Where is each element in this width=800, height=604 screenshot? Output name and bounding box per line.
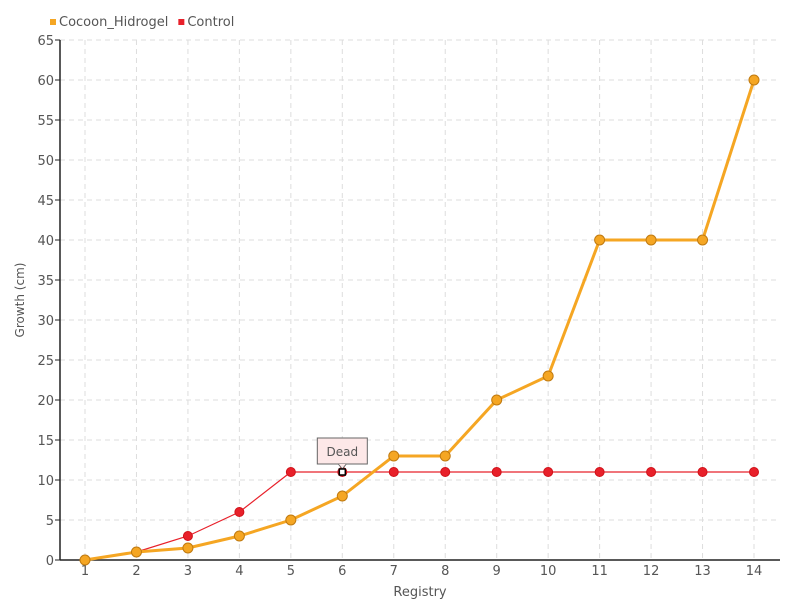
data-point-cocoon_hidrogel [336, 490, 348, 502]
data-point-control [543, 467, 554, 477]
grid [60, 39, 780, 560]
data-point-cocoon_hidrogel [233, 530, 245, 542]
legend: Cocoon_Hidrogel Control [50, 15, 234, 30]
x-tick-label: 1 [81, 564, 89, 579]
y-tick-label: 0 [46, 554, 54, 569]
y-tick-label: 40 [37, 234, 54, 249]
annotation-marker [338, 468, 347, 476]
series-layer [79, 74, 760, 566]
x-tick-label: 8 [441, 564, 449, 579]
data-point-cocoon_hidrogel [594, 234, 606, 246]
data-point-cocoon_hidrogel [439, 450, 451, 462]
x-tick-label: 6 [338, 564, 346, 579]
data-point-control [285, 467, 296, 477]
data-point-cocoon_hidrogel [645, 234, 657, 246]
data-point-control [491, 467, 502, 477]
x-tick-label: 2 [132, 564, 140, 579]
x-tick-label: 14 [746, 564, 763, 579]
data-point-cocoon_hidrogel [79, 554, 91, 566]
x-tick-label: 13 [694, 564, 711, 579]
y-tick-label: 60 [37, 74, 54, 89]
legend-label: Cocoon_Hidrogel [59, 15, 168, 30]
data-point-control [234, 507, 245, 517]
y-tick-label: 30 [37, 314, 54, 329]
x-tick-label: 12 [643, 564, 660, 579]
y-tick-label: 25 [37, 354, 54, 369]
x-axis-label: Registry [393, 585, 447, 600]
y-tick-label: 50 [37, 154, 54, 169]
x-tick-label: 10 [540, 564, 557, 579]
y-tick-label: 55 [37, 114, 54, 129]
data-point-cocoon_hidrogel [285, 514, 297, 526]
y-tick-label: 45 [37, 194, 54, 209]
annotations: Dead [316, 437, 368, 476]
y-tick-label: 35 [37, 274, 54, 289]
series-line-cocoon_hidrogel [84, 79, 756, 562]
data-point-control [388, 467, 399, 477]
x-tick-label: 11 [591, 564, 608, 579]
x-tick-label: 9 [493, 564, 501, 579]
data-point-cocoon_hidrogel [542, 370, 554, 382]
data-point-control [646, 467, 657, 477]
data-point-control [440, 467, 451, 477]
data-point-cocoon_hidrogel [182, 542, 194, 554]
x-tick-label: 5 [287, 564, 295, 579]
y-tick-label: 65 [37, 34, 54, 49]
annotation-text: Dead [327, 445, 359, 459]
y-tick-label: 5 [46, 514, 54, 529]
data-point-cocoon_hidrogel [697, 234, 709, 246]
x-tick-label: 7 [390, 564, 398, 579]
data-point-control [594, 467, 605, 477]
y-tick-label: 20 [37, 394, 54, 409]
y-axis-label: Growth (cm) [13, 263, 27, 338]
x-tick-label: 4 [235, 564, 243, 579]
data-point-cocoon_hidrogel [130, 546, 142, 558]
data-point-cocoon_hidrogel [388, 450, 400, 462]
data-point-cocoon_hidrogel [748, 74, 760, 86]
y-tick-label: 15 [37, 434, 54, 449]
x-tick-label: 3 [184, 564, 192, 579]
legend-swatch [178, 19, 185, 25]
y-tick-label: 10 [37, 474, 54, 489]
data-point-cocoon_hidrogel [491, 394, 503, 406]
data-point-control [182, 531, 193, 541]
legend-swatch [50, 19, 56, 25]
data-point-control [749, 467, 759, 477]
series-line-control [84, 471, 754, 561]
legend-label: Control [187, 15, 234, 30]
data-point-control [697, 467, 708, 477]
